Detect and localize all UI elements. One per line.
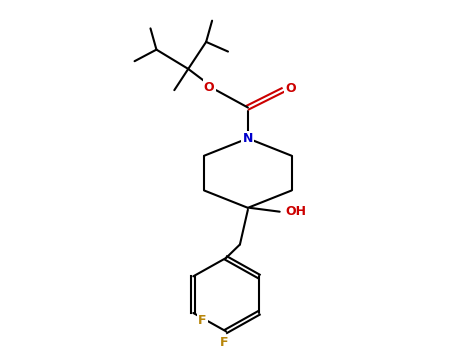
Text: O: O (204, 81, 214, 94)
Text: F: F (198, 314, 207, 327)
Text: OH: OH (285, 205, 306, 218)
Text: N: N (243, 132, 253, 145)
Text: F: F (220, 336, 228, 349)
Text: O: O (285, 82, 296, 95)
